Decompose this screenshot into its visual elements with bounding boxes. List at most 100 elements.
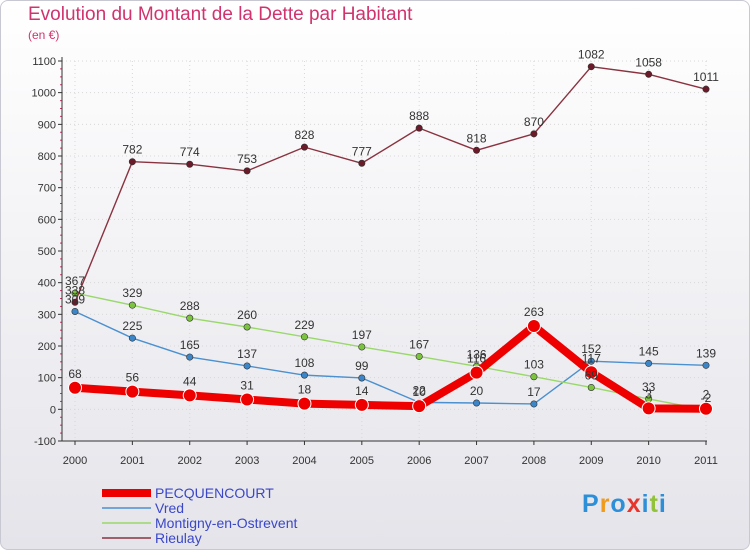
data-point: [243, 323, 251, 331]
data-label: 1058: [635, 55, 662, 69]
y-tick-label: 200: [38, 341, 56, 353]
x-tick-label: 2008: [522, 455, 546, 467]
chart-unit-label: (en €): [28, 28, 60, 42]
data-point: [240, 392, 255, 407]
data-label: 20: [470, 384, 484, 398]
y-tick-label: 1100: [32, 56, 56, 68]
x-tick-label: 2004: [292, 455, 316, 467]
y-tick-label: 0: [50, 404, 56, 416]
data-point: [71, 298, 79, 306]
x-tick-label: 2000: [63, 455, 87, 467]
y-tick-label: 400: [38, 278, 56, 290]
data-point: [702, 361, 710, 369]
data-label: 17: [527, 385, 541, 399]
y-tick-label: 300: [38, 309, 56, 321]
data-label: 774: [180, 145, 200, 159]
logo-letter: i: [641, 490, 650, 518]
x-tick-label: 2005: [350, 455, 374, 467]
data-point: [530, 130, 538, 138]
data-point: [182, 388, 197, 403]
data-label: 117: [582, 351, 601, 365]
data-point: [587, 63, 595, 71]
data-point: [526, 319, 541, 334]
y-tick-label: 800: [38, 151, 56, 163]
data-point: [469, 365, 484, 380]
logo-letter: r: [599, 490, 611, 518]
data-point: [297, 396, 312, 411]
data-label: 18: [298, 383, 312, 397]
data-label: 870: [524, 115, 544, 129]
data-label: 753: [237, 152, 257, 166]
data-label: 777: [352, 144, 372, 158]
logo-letter: t: [649, 490, 659, 518]
data-point: [354, 397, 369, 412]
data-point: [415, 124, 423, 132]
data-label: 2: [703, 388, 710, 402]
data-label: 818: [467, 131, 487, 145]
data-point: [699, 401, 713, 416]
data-label: 44: [183, 374, 197, 388]
data-label: 68: [68, 367, 82, 381]
data-point: [702, 85, 710, 93]
data-label: 139: [696, 346, 716, 360]
data-label: 229: [294, 318, 314, 332]
data-point: [128, 301, 136, 309]
data-point: [358, 374, 366, 382]
data-label: 103: [524, 358, 544, 372]
data-point: [300, 143, 308, 151]
y-tick-label: 600: [38, 214, 56, 226]
data-label: 33: [642, 380, 656, 394]
data-label: 14: [355, 384, 369, 398]
data-label: 782: [122, 143, 142, 157]
data-label: 888: [409, 109, 429, 123]
legend-label: PECQUENCOURT: [155, 485, 274, 501]
data-point: [186, 353, 194, 361]
data-point: [645, 70, 653, 78]
data-point: [530, 373, 538, 381]
data-label: 828: [294, 128, 314, 142]
x-axis-ticks: 2000 2001 2002 2003 2004 2005 2006 2007 2008 2009…: [63, 455, 718, 467]
data-label: 137: [237, 347, 257, 361]
logo-letter: P: [582, 490, 600, 518]
data-label: 288: [180, 299, 200, 313]
legend-label: Vred: [155, 500, 184, 516]
y-tick-label: 700: [38, 183, 56, 195]
data-point: [473, 399, 481, 407]
logo-letter: o: [610, 490, 627, 518]
data-label: 22: [413, 383, 427, 397]
series-line-pecquencourt: [71, 322, 710, 413]
legend: PECQUENCOURTVredMontigny-en-OstreventRie…: [102, 485, 298, 546]
data-point: [358, 159, 366, 167]
data-point: [125, 384, 140, 399]
data-point: [243, 167, 251, 175]
legend-label: Rieulay: [155, 530, 202, 546]
data-label: 69: [585, 368, 599, 382]
proxiti-logo: Proxiti: [582, 490, 667, 519]
data-label: 99: [355, 359, 369, 373]
data-point: [358, 343, 366, 351]
data-point: [68, 380, 82, 395]
x-tick-label: 2001: [120, 455, 144, 467]
x-tick-label: 2003: [235, 455, 259, 467]
data-label: 260: [237, 308, 257, 322]
x-tick-label: 2007: [464, 455, 488, 467]
data-point: [587, 357, 595, 365]
data-point: [300, 371, 308, 379]
data-label: 197: [352, 328, 372, 342]
data-label: 108: [294, 356, 314, 370]
data-label: 338: [65, 283, 85, 297]
y-axis-ticks: -100 0 100 200 300 400 500 600 700 800 900 1000 1100: [32, 56, 56, 448]
y-tick-label: 1000: [32, 88, 56, 100]
logo-letter: i: [658, 490, 667, 518]
data-label: 136: [467, 347, 487, 361]
y-tick-label: 900: [38, 119, 56, 131]
data-label: -2: [701, 391, 712, 405]
data-label: 3: [645, 387, 652, 401]
chart-title: Evolution du Montant de la Dette par Hab…: [28, 4, 413, 25]
data-point: [415, 352, 423, 360]
data-point: [584, 365, 599, 380]
data-point: [645, 359, 653, 367]
data-label: 225: [122, 319, 142, 333]
logo-letter: x: [626, 490, 642, 518]
